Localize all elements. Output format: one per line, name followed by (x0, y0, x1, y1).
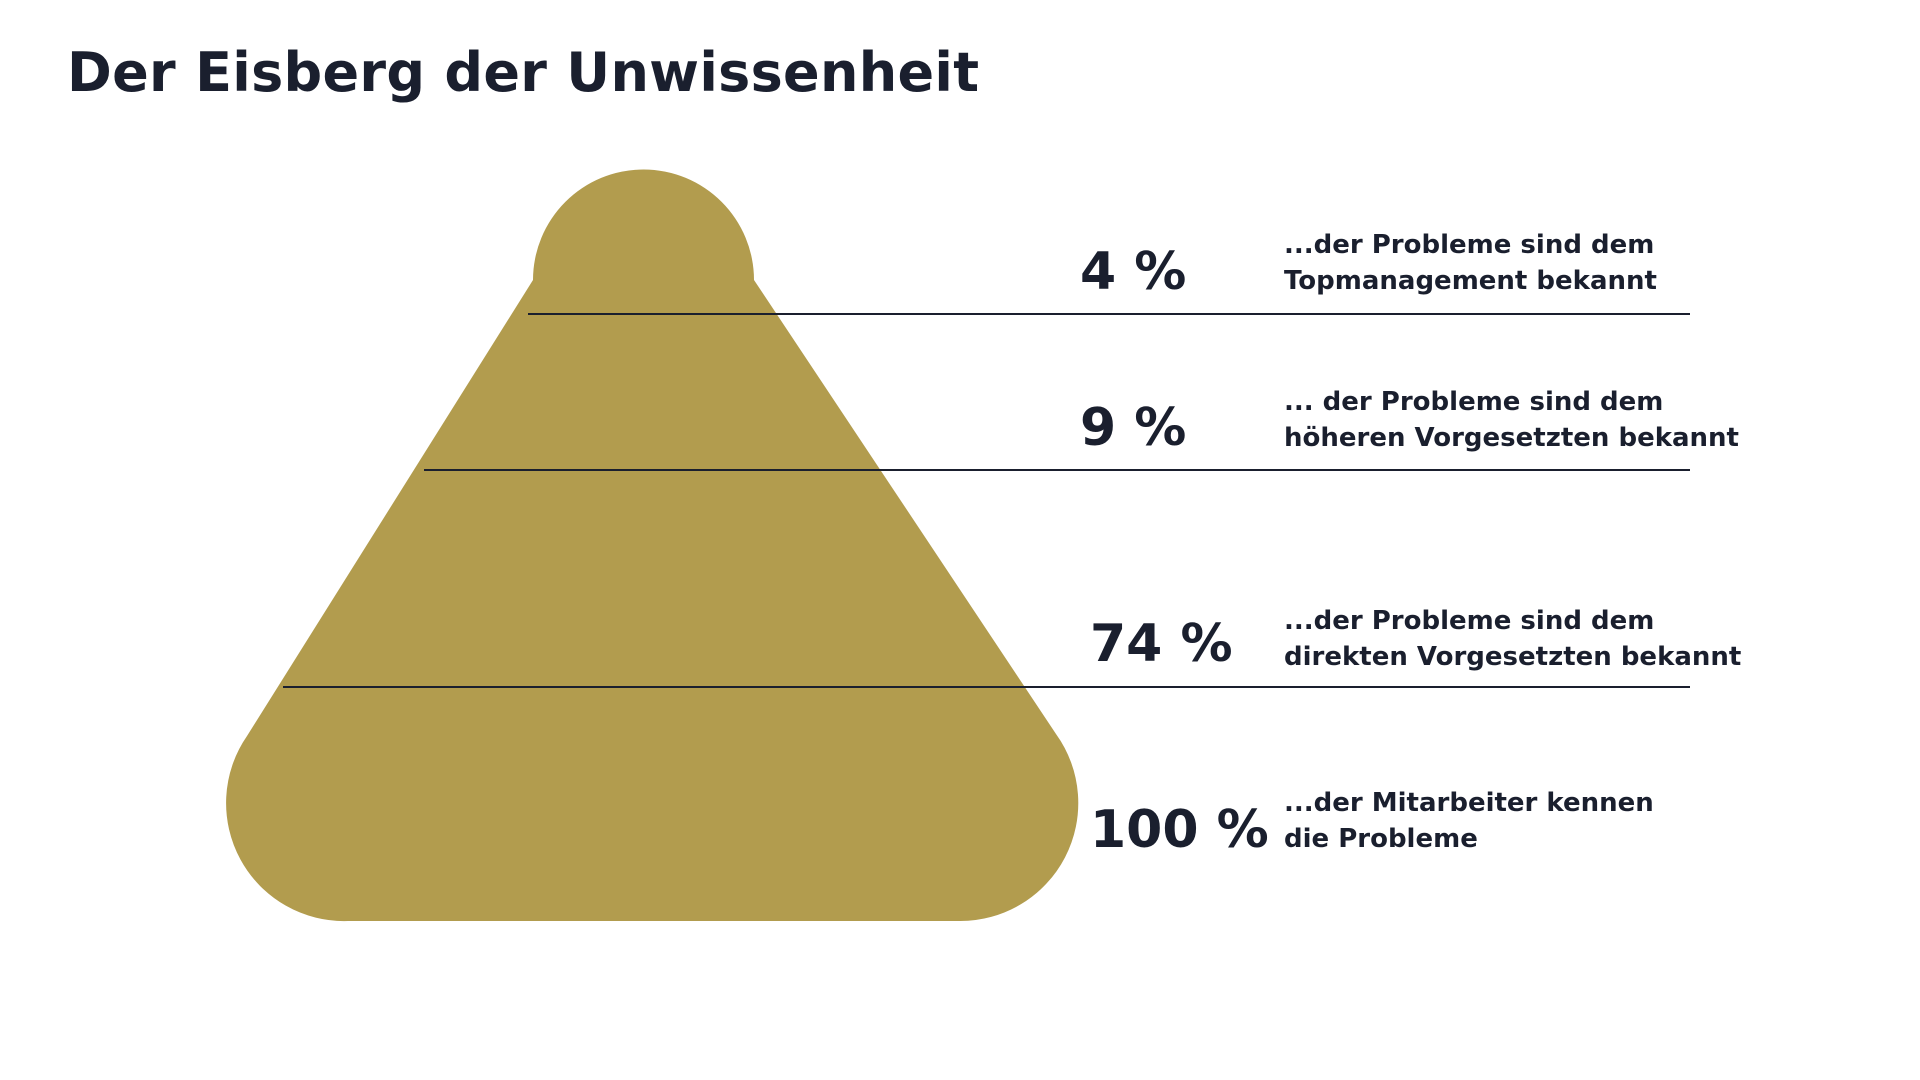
level-percent-direkte-vorgesetzte: 74 % (1090, 614, 1233, 674)
level-description-line: höheren Vorgesetzten bekannt (1284, 423, 1739, 453)
level-description-line: die Probleme (1284, 824, 1478, 854)
level-percent-mitarbeiter: 100 % (1090, 800, 1269, 860)
iceberg-shape (226, 169, 1079, 922)
level-description-direkte-vorgesetzte: ...der Probleme sind dem direkten Vorges… (1284, 603, 1741, 675)
level-description-hoehere-vorgesetzte: ... der Probleme sind dem höheren Vorges… (1284, 384, 1739, 456)
level-description-line: ... der Probleme sind dem (1284, 387, 1664, 417)
level-description-line: direkten Vorgesetzten bekannt (1284, 642, 1742, 672)
level-description-mitarbeiter: ...der Mitarbeiter kennen die Probleme (1284, 785, 1654, 857)
level-description-topmanagement: ...der Probleme sind dem Topmanagement b… (1284, 227, 1657, 299)
level-description-line: Topmanagement bekannt (1284, 266, 1657, 296)
level-description-line: ...der Probleme sind dem (1284, 230, 1655, 260)
page-title: Der Eisberg der Unwissenheit (67, 41, 980, 104)
level-description-line: ...der Mitarbeiter kennen (1284, 788, 1654, 818)
level-description-line: ...der Probleme sind dem (1284, 606, 1655, 636)
level-percent-hoehere-vorgesetzte: 9 % (1080, 398, 1187, 458)
level-percent-topmanagement: 4 % (1080, 242, 1187, 302)
